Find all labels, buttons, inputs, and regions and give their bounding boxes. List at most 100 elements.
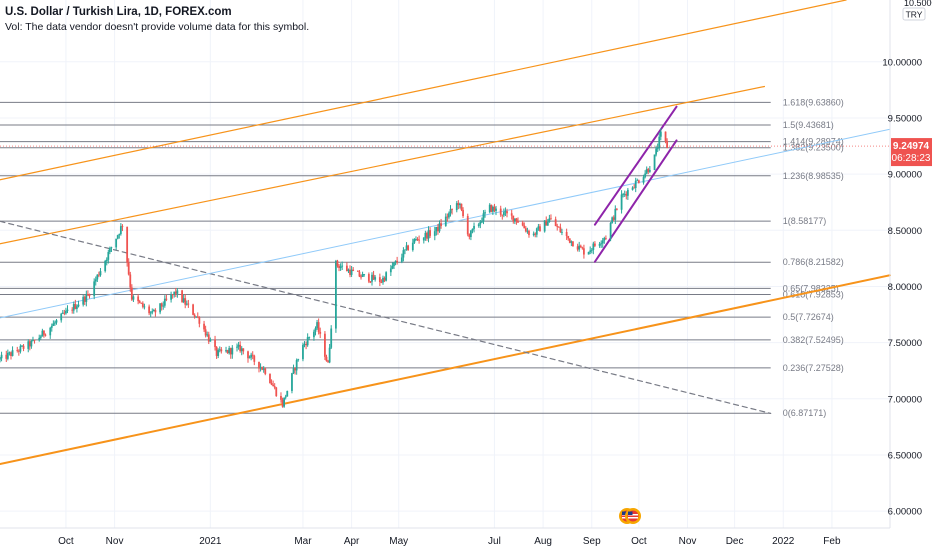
candle-body: [38, 337, 41, 341]
candle-body: [335, 260, 337, 329]
price-tick-label: 6.50000: [888, 450, 922, 461]
last-price-badge: 9.24974 06:28:23: [891, 138, 932, 167]
currency-badge[interactable]: [902, 7, 926, 21]
candle-body: [404, 249, 406, 251]
candle-body: [446, 216, 449, 218]
chart-legend[interactable]: U.S. Dollar / Turkish Lira, 1D, FOREX.co…: [5, 5, 309, 35]
candle-body: [369, 281, 372, 283]
candle-body: [99, 271, 102, 276]
candle-body: [71, 309, 74, 311]
candle-body: [539, 226, 541, 232]
candle-body: [17, 350, 20, 352]
candle-body: [115, 238, 118, 248]
time-tick-label: Apr: [344, 536, 360, 547]
candle-body: [495, 208, 497, 211]
candle-body: [72, 304, 75, 311]
symbol-title[interactable]: U.S. Dollar / Turkish Lira, 1D, FOREX.co…: [5, 6, 232, 18]
candle-body: [192, 304, 194, 315]
candle-body: [393, 262, 395, 267]
fib-level-label: 1.414(9.28974): [783, 137, 844, 147]
candle-body: [170, 294, 172, 300]
price-tick-label: 9.00000: [888, 170, 922, 181]
fibonacci-extension[interactable]: 1.618(9.63860) 1.5(9.43681) 1.414(9.28974)…: [0, 97, 844, 418]
candle-body: [394, 260, 397, 263]
candle-body: [247, 351, 249, 359]
candle-body: [127, 262, 130, 275]
candle-body: [308, 337, 311, 338]
candle-body: [550, 218, 552, 220]
candle-body: [559, 227, 562, 233]
candle-body: [82, 296, 85, 305]
price-axis[interactable]: 10.50000 TRY 10.00000 9.50000 9.00000 8.500…: [882, 0, 932, 528]
candle-body: [105, 259, 108, 262]
candle-body: [462, 209, 464, 217]
candle-body: [217, 350, 220, 356]
candle-body: [215, 346, 218, 356]
candle-body: [93, 281, 96, 297]
candle-body: [576, 246, 579, 250]
candle-body: [426, 232, 428, 239]
time-tick-label: Mar: [294, 536, 312, 547]
candle-body: [604, 238, 607, 239]
candle-body: [631, 187, 634, 190]
candle-body: [659, 131, 662, 137]
fib-level-label: 0.65(7.98325): [783, 283, 839, 293]
candle-body: [33, 339, 36, 341]
candle-body: [521, 222, 524, 226]
candle-body: [30, 340, 33, 347]
candle-body: [567, 236, 570, 239]
candle-body: [162, 305, 165, 307]
candle-body: [460, 203, 463, 210]
candle-body: [396, 260, 399, 262]
candle-body: [88, 294, 91, 297]
candle-body: [143, 306, 146, 308]
candle-body: [645, 169, 648, 174]
candle-body: [391, 266, 394, 269]
candle-body: [231, 347, 234, 355]
candle-body: [87, 294, 89, 295]
candle-body: [623, 193, 626, 195]
candle-body: [237, 344, 240, 347]
candle-body: [151, 311, 154, 313]
candle-body: [504, 211, 507, 213]
grid: [0, 0, 890, 528]
price-tick-label: 6.00000: [888, 507, 922, 518]
event-flag-icon[interactable]: [625, 508, 641, 524]
candle-body: [378, 277, 381, 282]
candle-body: [491, 206, 494, 212]
price-tick-label: 7.00000: [888, 394, 922, 405]
economic-events[interactable]: [619, 508, 641, 524]
candle-body: [214, 339, 216, 347]
time-axis[interactable]: Oct Nov 2021 Mar Apr May Jul Aug Sep Oct Nov Dec 202…: [0, 527, 890, 547]
candle-body: [448, 213, 450, 218]
candle-body: [537, 226, 540, 229]
dashed-trendline: [0, 220, 772, 415]
candle-body: [149, 312, 152, 314]
candle-body: [400, 257, 403, 262]
time-tick-label: Nov: [106, 536, 124, 547]
candle-body: [262, 368, 265, 370]
candle-body: [535, 228, 538, 235]
candle-body: [471, 228, 474, 231]
candle-body: [198, 317, 201, 324]
candle-body: [138, 301, 141, 303]
candle-body: [302, 344, 304, 360]
candle-body: [383, 277, 386, 281]
candle-body: [592, 243, 595, 250]
candle-body: [356, 270, 359, 272]
candle-body: [634, 180, 637, 188]
candle-body: [427, 230, 430, 239]
candle-body: [534, 233, 537, 235]
candle-body: [358, 271, 361, 277]
candle-body: [94, 279, 97, 282]
fib-level-label: 1.382(9.23500): [783, 143, 844, 153]
candle-body: [374, 277, 377, 280]
candle-body: [185, 303, 188, 305]
candle-body: [21, 345, 23, 347]
drawings[interactable]: [0, 0, 891, 465]
candle-body: [484, 212, 486, 214]
candle-body: [74, 304, 77, 309]
candle-body: [590, 249, 593, 251]
candle-body: [625, 193, 628, 196]
